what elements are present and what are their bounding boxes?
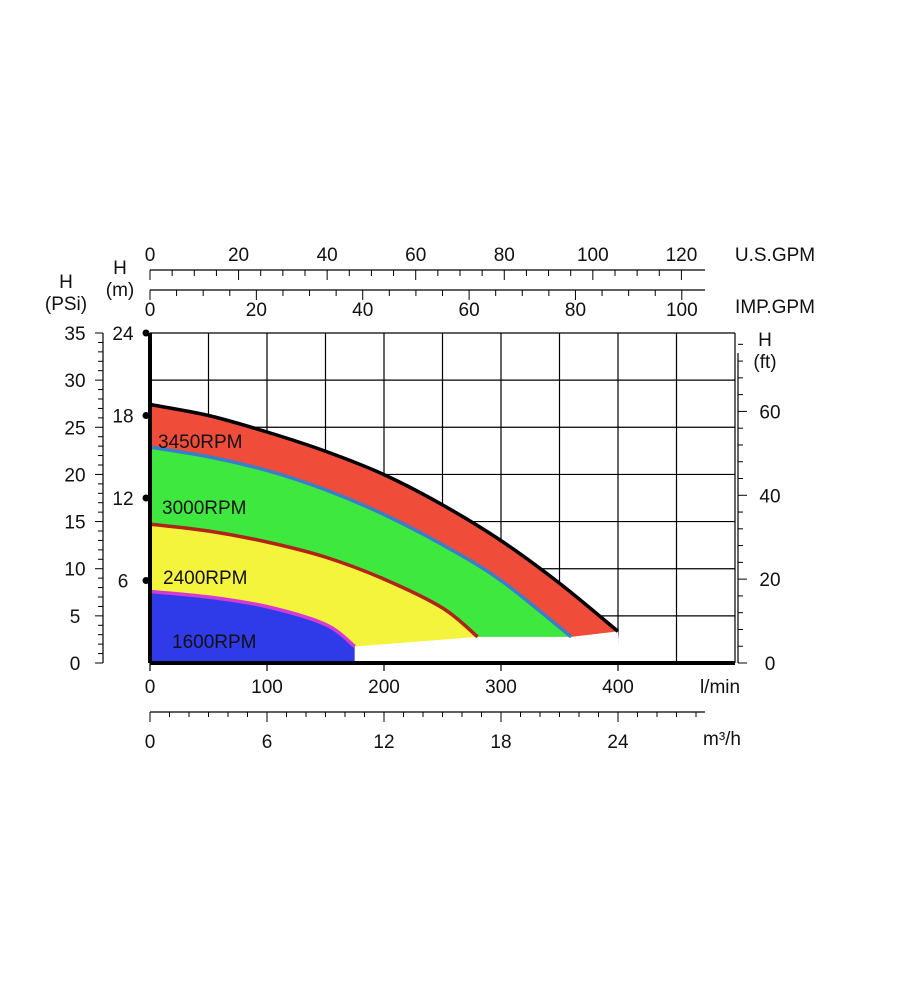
m3h-tick-label: 6 [262,732,273,753]
m3h-tick-label: 18 [490,732,511,753]
ft-axis-label: H (ft) [753,330,776,373]
us-gpm-tick-label: 20 [228,245,249,266]
m3h-tick-label: 0 [145,732,156,753]
psi-tick-label: 0 [70,654,81,675]
y-tick-label: 24 [112,324,134,345]
psi-axis-label: H (PSi) [45,272,87,315]
curve-lines [149,402,620,648]
axes [95,269,747,722]
series-label: 2400RPM [163,568,248,589]
y-tick-dot [142,412,150,419]
x-axis-label: l/min [700,677,740,698]
us-gpm-tick-label: 120 [666,245,698,266]
x-tick-label: 100 [251,677,283,698]
series-label: 1600RPM [172,632,257,653]
curve-3000RPM [149,445,573,639]
us-gpm-tick-label: 60 [405,245,426,266]
m3h-axis-label: m³/h [703,729,741,750]
imp-gpm-tick-label: 0 [145,300,156,321]
psi-tick-label: 10 [64,560,85,581]
y-axis-label-m: H (m) [106,258,134,301]
imp-gpm-tick-label: 80 [565,300,586,321]
us-gpm-tick-label: 40 [317,245,338,266]
m3h-tick-label: 12 [373,732,394,753]
m3h-tick-label: 24 [607,732,629,753]
x-tick-label: 400 [602,677,634,698]
series-label: 3000RPM [162,498,247,519]
ft-tick-label: 60 [759,402,780,423]
psi-tick-label: 35 [64,324,85,345]
tick-labels: 3450RPM 3000RPM 2400RPM 1600RPM 24 18 12 6 H (m) 3… [45,245,815,753]
y-tick-label: 6 [118,572,129,593]
imp-gpm-tick-label: 60 [459,300,480,321]
psi-tick-label: 5 [70,607,81,628]
imp-gpm-label: IMP.GPM [735,297,815,318]
y-tick-dot [142,494,150,502]
us-gpm-tick-label: 0 [145,245,156,266]
x-tick-label: 300 [485,677,517,698]
curve-1600RPM [149,589,356,648]
us-gpm-tick-label: 80 [494,245,515,266]
us-gpm-label: U.S.GPM [735,245,815,266]
ft-tick-label: 40 [759,486,780,507]
imp-gpm-tick-label: 100 [666,300,698,321]
y-tick-label: 18 [112,407,133,428]
x-tick-label: 0 [145,677,156,698]
ft-tick-label: 20 [759,570,780,591]
us-gpm-tick-label: 100 [577,245,609,266]
psi-tick-label: 25 [64,418,85,439]
curve-2400RPM [149,522,479,639]
y-tick-dot [142,577,150,584]
y-tick-dot [142,329,150,337]
psi-tick-label: 30 [64,371,85,392]
imp-gpm-tick-label: 40 [352,300,373,321]
x-tick-label: 200 [368,677,400,698]
ft-tick-label: 0 [765,654,776,675]
psi-tick-label: 20 [64,465,85,486]
operating-floor [354,631,620,662]
y-tick-label: 12 [112,489,133,510]
series-label: 3450RPM [158,432,243,453]
psi-tick-label: 15 [64,513,85,534]
area-1600RPM [150,591,355,663]
curve-3450RPM [149,402,620,633]
imp-gpm-tick-label: 20 [246,300,267,321]
